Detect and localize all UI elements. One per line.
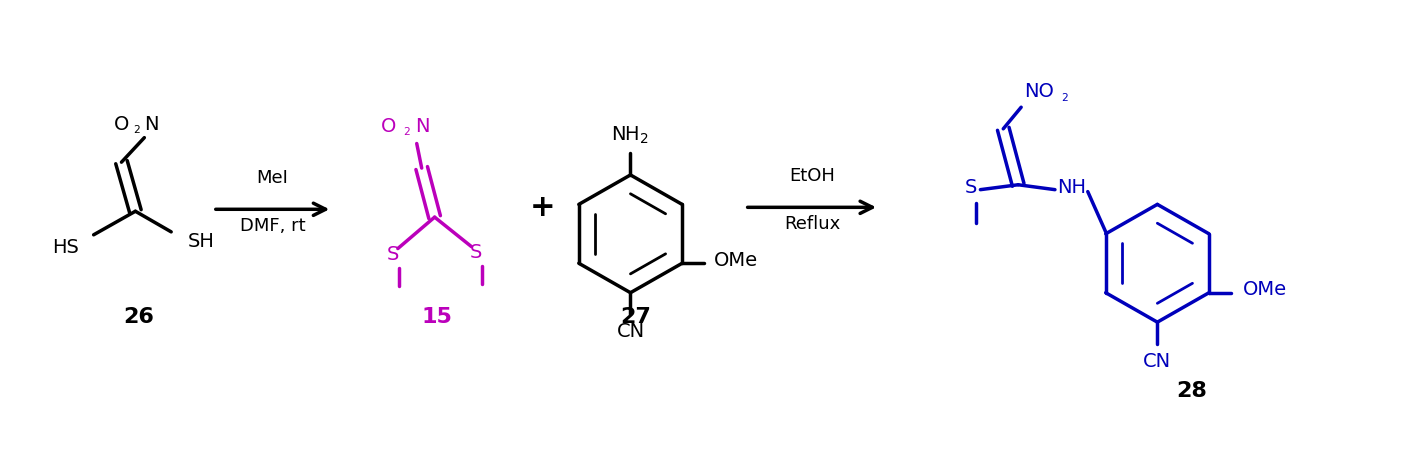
Text: +: + <box>530 193 556 222</box>
Text: 15: 15 <box>421 307 452 327</box>
Text: N: N <box>415 117 430 136</box>
Text: S: S <box>964 178 977 197</box>
Text: S: S <box>387 245 398 264</box>
Text: HS: HS <box>52 238 79 257</box>
Text: SH: SH <box>189 232 216 251</box>
Text: $_2$: $_2$ <box>403 123 411 138</box>
Text: NH$_2$: NH$_2$ <box>611 125 649 146</box>
Text: NO: NO <box>1024 82 1054 101</box>
Text: S: S <box>471 243 482 262</box>
Text: MeI: MeI <box>257 169 288 187</box>
Text: CN: CN <box>1143 352 1171 371</box>
Text: CN: CN <box>617 322 645 342</box>
Text: NH: NH <box>1058 178 1086 197</box>
Text: $_2$: $_2$ <box>133 121 142 136</box>
Text: Reflux: Reflux <box>784 215 839 233</box>
Text: N: N <box>145 115 159 134</box>
Text: $_2$: $_2$ <box>1061 89 1069 104</box>
Text: DMF, rt: DMF, rt <box>240 217 305 235</box>
Text: 28: 28 <box>1177 381 1208 401</box>
Text: 26: 26 <box>123 307 153 327</box>
Text: 27: 27 <box>620 307 651 327</box>
Text: O: O <box>381 117 397 136</box>
Text: O: O <box>113 115 129 134</box>
Text: EtOH: EtOH <box>788 167 835 185</box>
Text: OMe: OMe <box>1242 280 1286 299</box>
Text: OMe: OMe <box>713 251 757 270</box>
